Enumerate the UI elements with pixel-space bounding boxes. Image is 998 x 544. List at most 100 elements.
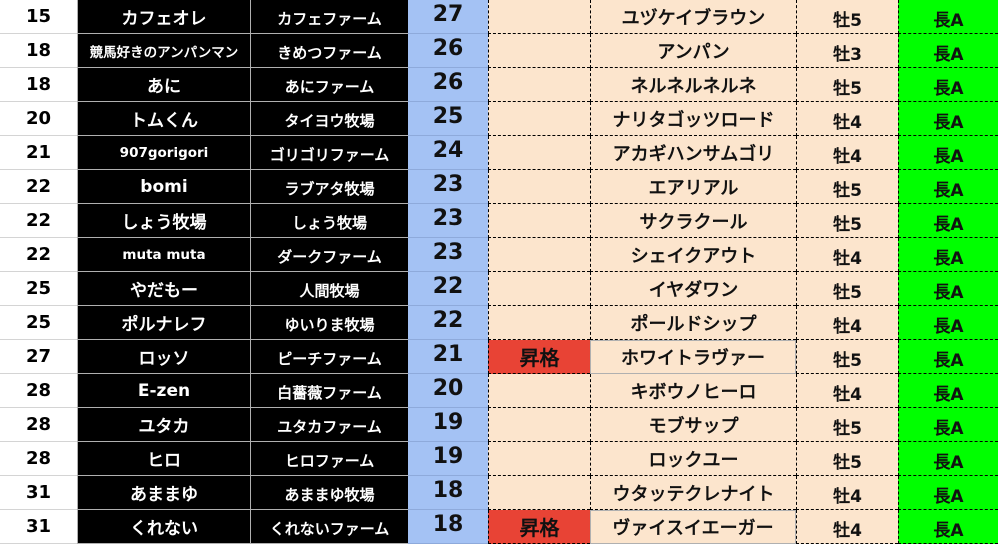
score-cell[interactable]: 22 (408, 272, 488, 306)
farm-name-cell[interactable]: あままゆ牧場 (251, 476, 408, 510)
horse-name-cell[interactable]: ウタッテクレナイト (590, 476, 796, 510)
sex-age-cell[interactable]: 牡5 (796, 272, 898, 306)
owner-name-cell[interactable]: ポルナレフ (77, 306, 251, 340)
distance-aptitude-cell[interactable]: 長A (898, 442, 998, 476)
score-cell[interactable]: 20 (408, 374, 488, 408)
score-cell[interactable]: 26 (408, 34, 488, 68)
promotion-badge-cell[interactable] (488, 476, 590, 510)
sex-age-cell[interactable]: 牡4 (796, 238, 898, 272)
horse-name-cell[interactable]: イヤダワン (590, 272, 796, 306)
horse-name-cell[interactable]: モブサップ (590, 408, 796, 442)
horse-name-cell[interactable]: ホワイトラヴァー (590, 340, 796, 374)
horse-name-cell[interactable]: ナリタゴッツロード (590, 102, 796, 136)
rank-cell[interactable]: 22 (0, 204, 77, 238)
rank-cell[interactable]: 31 (0, 476, 77, 510)
distance-aptitude-cell[interactable]: 長A (898, 68, 998, 102)
sex-age-cell[interactable]: 牡5 (796, 68, 898, 102)
distance-aptitude-cell[interactable]: 長A (898, 170, 998, 204)
sex-age-cell[interactable]: 牡4 (796, 510, 898, 544)
farm-name-cell[interactable]: カフェファーム (251, 0, 408, 34)
farm-name-cell[interactable]: しょう牧場 (251, 204, 408, 238)
rank-cell[interactable]: 28 (0, 442, 77, 476)
rank-cell[interactable]: 28 (0, 374, 77, 408)
score-cell[interactable]: 24 (408, 136, 488, 170)
sex-age-cell[interactable]: 牡5 (796, 340, 898, 374)
distance-aptitude-cell[interactable]: 長A (898, 34, 998, 68)
score-cell[interactable]: 27 (408, 0, 488, 34)
rank-cell[interactable]: 15 (0, 0, 77, 34)
distance-aptitude-cell[interactable]: 長A (898, 272, 998, 306)
horse-name-cell[interactable]: シェイクアウト (590, 238, 796, 272)
score-cell[interactable]: 22 (408, 306, 488, 340)
score-cell[interactable]: 18 (408, 476, 488, 510)
score-cell[interactable]: 26 (408, 68, 488, 102)
score-cell[interactable]: 25 (408, 102, 488, 136)
promotion-badge-cell[interactable] (488, 68, 590, 102)
distance-aptitude-cell[interactable]: 長A (898, 374, 998, 408)
promotion-badge-cell[interactable] (488, 238, 590, 272)
distance-aptitude-cell[interactable]: 長A (898, 0, 998, 34)
sex-age-cell[interactable]: 牡4 (796, 306, 898, 340)
sex-age-cell[interactable]: 牡4 (796, 476, 898, 510)
sex-age-cell[interactable]: 牡4 (796, 374, 898, 408)
horse-name-cell[interactable]: アカギハンサムゴリ (590, 136, 796, 170)
owner-name-cell[interactable]: あに (77, 68, 251, 102)
farm-name-cell[interactable]: ピーチファーム (251, 340, 408, 374)
owner-name-cell[interactable]: くれない (77, 510, 251, 544)
sex-age-cell[interactable]: 牡5 (796, 442, 898, 476)
rank-cell[interactable]: 18 (0, 68, 77, 102)
farm-name-cell[interactable]: 人間牧場 (251, 272, 408, 306)
horse-name-cell[interactable]: ユヅケイブラウン (590, 0, 796, 34)
farm-name-cell[interactable]: 白薔薇ファーム (251, 374, 408, 408)
promotion-badge-cell[interactable] (488, 102, 590, 136)
distance-aptitude-cell[interactable]: 長A (898, 102, 998, 136)
rank-cell[interactable]: 21 (0, 136, 77, 170)
farm-name-cell[interactable]: きめつファーム (251, 34, 408, 68)
rank-cell[interactable]: 25 (0, 272, 77, 306)
score-cell[interactable]: 19 (408, 408, 488, 442)
farm-name-cell[interactable]: ゴリゴリファーム (251, 136, 408, 170)
owner-name-cell[interactable]: やだもー (77, 272, 251, 306)
owner-name-cell[interactable]: ロッソ (77, 340, 251, 374)
farm-name-cell[interactable]: くれないファーム (251, 510, 408, 544)
horse-name-cell[interactable]: ヴァイスイエーガー (590, 510, 796, 544)
score-cell[interactable]: 21 (408, 340, 488, 374)
farm-name-cell[interactable]: ラブアタ牧場 (251, 170, 408, 204)
rank-cell[interactable]: 18 (0, 34, 77, 68)
promotion-badge-cell[interactable] (488, 374, 590, 408)
farm-name-cell[interactable]: ダークファーム (251, 238, 408, 272)
score-cell[interactable]: 23 (408, 238, 488, 272)
promotion-badge-cell[interactable]: 昇格 (488, 510, 590, 544)
sex-age-cell[interactable]: 牡4 (796, 102, 898, 136)
owner-name-cell[interactable]: しょう牧場 (77, 204, 251, 238)
score-cell[interactable]: 18 (408, 510, 488, 544)
promotion-badge-cell[interactable] (488, 34, 590, 68)
promotion-badge-cell[interactable] (488, 136, 590, 170)
score-cell[interactable]: 23 (408, 170, 488, 204)
sex-age-cell[interactable]: 牡5 (796, 170, 898, 204)
owner-name-cell[interactable]: muta muta (77, 238, 251, 272)
horse-name-cell[interactable]: ポールドシップ (590, 306, 796, 340)
promotion-badge-cell[interactable]: 昇格 (488, 340, 590, 374)
horse-name-cell[interactable]: ロックユー (590, 442, 796, 476)
farm-name-cell[interactable]: タイヨウ牧場 (251, 102, 408, 136)
farm-name-cell[interactable]: あにファーム (251, 68, 408, 102)
score-cell[interactable]: 23 (408, 204, 488, 238)
promotion-badge-cell[interactable] (488, 204, 590, 238)
owner-name-cell[interactable]: bomi (77, 170, 251, 204)
farm-name-cell[interactable]: ヒロファーム (251, 442, 408, 476)
promotion-badge-cell[interactable] (488, 0, 590, 34)
owner-name-cell[interactable]: 907gorigori (77, 136, 251, 170)
owner-name-cell[interactable]: 競馬好きのアンパンマン (77, 34, 251, 68)
distance-aptitude-cell[interactable]: 長A (898, 340, 998, 374)
sex-age-cell[interactable]: 牡4 (796, 136, 898, 170)
owner-name-cell[interactable]: あままゆ (77, 476, 251, 510)
horse-name-cell[interactable]: キボウノヒーロ (590, 374, 796, 408)
sex-age-cell[interactable]: 牡5 (796, 204, 898, 238)
owner-name-cell[interactable]: トムくん (77, 102, 251, 136)
owner-name-cell[interactable]: カフェオレ (77, 0, 251, 34)
rank-cell[interactable]: 25 (0, 306, 77, 340)
promotion-badge-cell[interactable] (488, 170, 590, 204)
distance-aptitude-cell[interactable]: 長A (898, 408, 998, 442)
sex-age-cell[interactable]: 牡3 (796, 34, 898, 68)
